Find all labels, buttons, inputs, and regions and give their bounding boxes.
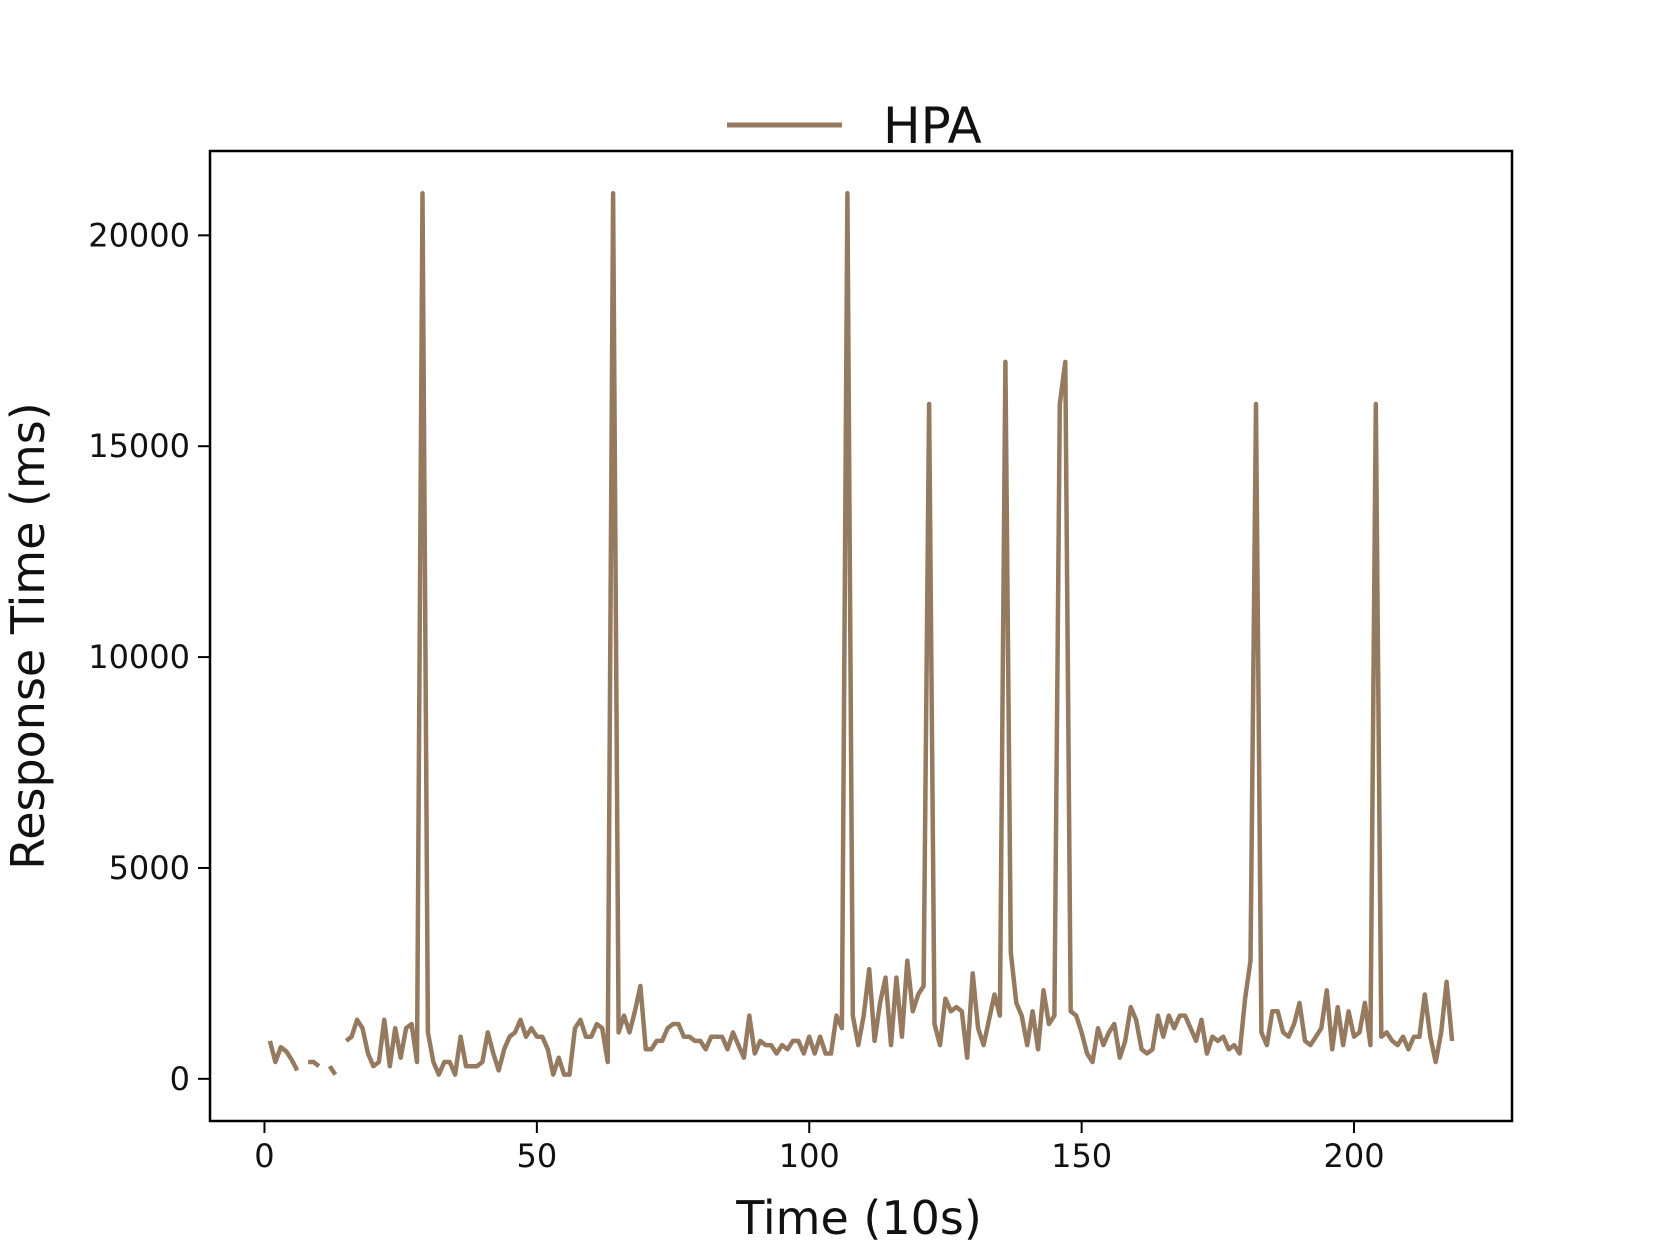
y-tick-label: 0 (170, 1060, 190, 1098)
series-line-hpa-segment-3 (327, 1064, 338, 1076)
legend: HPA (727, 97, 982, 155)
series-layer (267, 190, 1455, 1077)
x-tick-label: 50 (517, 1137, 558, 1175)
x-axis: 0 50 100 150 200 (254, 1121, 1385, 1175)
series-line-hpa-segment-2 (308, 1059, 321, 1068)
series-line-hpa-segment-4 (344, 190, 1455, 1077)
plot-frame (208, 149, 1514, 1123)
x-axis-title: Time (10s) (735, 1191, 982, 1245)
y-tick-label: 5000 (109, 849, 190, 887)
y-tick-label: 15000 (88, 427, 190, 465)
x-tick-label: 150 (1051, 1137, 1112, 1175)
series-line-hpa-segment-1 (267, 1040, 300, 1072)
x-tick-label: 200 (1323, 1137, 1384, 1175)
x-tick-label: 100 (779, 1137, 840, 1175)
x-tick-label: 0 (254, 1137, 274, 1175)
y-tick-label: 20000 (88, 216, 190, 254)
y-axis-title: Response Time (ms) (1, 402, 55, 869)
y-tick-label: 10000 (88, 638, 190, 676)
legend-label-hpa: HPA (883, 97, 982, 155)
y-axis: 0 5000 10000 15000 20000 (88, 216, 210, 1098)
